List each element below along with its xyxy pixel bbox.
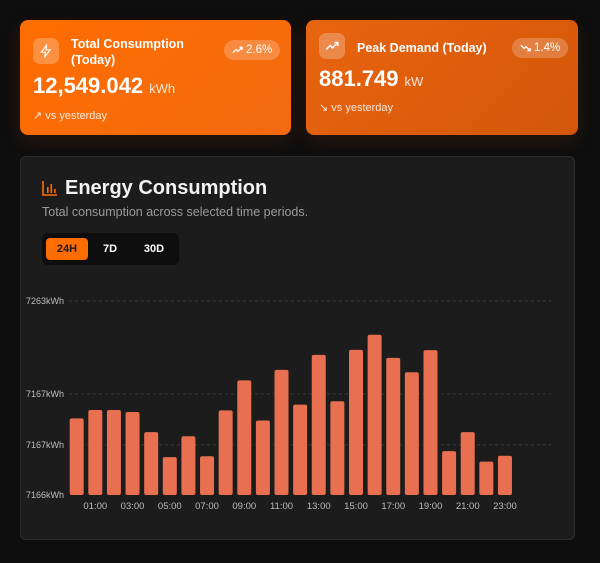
x-tick-label: 03:00 bbox=[121, 501, 145, 512]
x-tick-label: 11:00 bbox=[270, 501, 293, 512]
arrow-down-right-icon: ↘ bbox=[319, 102, 329, 114]
x-tick-label: 19:00 bbox=[419, 501, 443, 512]
x-tick-label: 07:00 bbox=[195, 501, 219, 512]
card-title: Total Consumption (Today) bbox=[71, 37, 184, 67]
range-24h-button[interactable]: 24H bbox=[46, 238, 88, 260]
bar-09:00[interactable] bbox=[237, 380, 252, 495]
range-30d-button[interactable]: 30D bbox=[143, 243, 165, 255]
x-tick-label: 01:00 bbox=[83, 501, 107, 512]
comparison: ↗ vs yesterday bbox=[33, 109, 107, 122]
bar-08:00[interactable] bbox=[218, 410, 233, 495]
badge-value: 1.4% bbox=[534, 42, 561, 54]
bar-21:00[interactable] bbox=[460, 432, 475, 495]
trend-up-icon bbox=[319, 33, 345, 59]
x-tick-label: 17:00 bbox=[381, 501, 405, 512]
bar-15:00[interactable] bbox=[349, 349, 363, 495]
bar-12:00[interactable] bbox=[293, 404, 308, 495]
bar-20:00[interactable] bbox=[442, 451, 457, 495]
bar-13:00[interactable] bbox=[311, 354, 326, 495]
trend-up-icon bbox=[232, 46, 243, 54]
y-tick-label: 7263kWh bbox=[26, 296, 64, 306]
bar-00:00[interactable] bbox=[69, 418, 84, 495]
x-tick-label: 09:00 bbox=[232, 501, 256, 512]
x-tick-label: 15:00 bbox=[344, 501, 368, 512]
card-value: 12,549.042 kWh bbox=[33, 73, 175, 99]
value-unit: kW bbox=[404, 74, 424, 89]
peak-demand-card: Peak Demand (Today) 1.4% 881.749 kW ↘ vs … bbox=[306, 20, 578, 135]
value-unit: kWh bbox=[149, 81, 176, 96]
bar-10:00[interactable] bbox=[255, 420, 270, 495]
value-number: 12,549.042 bbox=[33, 73, 144, 98]
bar-11:00[interactable] bbox=[274, 369, 289, 495]
y-tick-label: 7167kWh bbox=[26, 440, 64, 450]
energy-consumption-panel: Energy Consumption Total consumption acr… bbox=[20, 156, 575, 540]
bar-19:00[interactable] bbox=[423, 350, 438, 495]
bar-18:00[interactable] bbox=[404, 372, 419, 495]
trend-down-icon bbox=[520, 44, 531, 52]
x-tick-label: 23:00 bbox=[493, 501, 517, 512]
y-tick-label: 7167kWh bbox=[26, 389, 64, 399]
panel-title: Energy Consumption bbox=[65, 177, 268, 199]
bar-04:00[interactable] bbox=[144, 432, 159, 495]
comparison-text: vs yesterday bbox=[331, 102, 394, 114]
change-badge: 2.6% bbox=[224, 40, 281, 60]
value-number: 881.749 bbox=[319, 66, 399, 91]
bar-16:00[interactable] bbox=[367, 334, 382, 495]
bar-06:00[interactable] bbox=[181, 436, 196, 495]
x-tick-label: 05:00 bbox=[158, 501, 182, 512]
bar-01:00[interactable] bbox=[88, 410, 103, 495]
comparison-text: vs yesterday bbox=[45, 110, 108, 122]
card-title: Peak Demand (Today) bbox=[357, 41, 487, 55]
panel-subtitle: Total consumption across selected time p… bbox=[42, 205, 309, 219]
bar-02:00[interactable] bbox=[106, 410, 121, 495]
bar-03:00[interactable] bbox=[125, 411, 140, 495]
bar-05:00[interactable] bbox=[162, 457, 177, 495]
x-tick-label: 13:00 bbox=[307, 501, 331, 512]
change-badge: 1.4% bbox=[512, 38, 569, 58]
y-tick-label: 7166kWh bbox=[26, 490, 64, 500]
total-consumption-card: Total Consumption (Today) 2.6% 12,549.04… bbox=[20, 20, 291, 135]
x-tick-label: 21:00 bbox=[456, 501, 480, 512]
card-value: 881.749 kW bbox=[319, 66, 423, 92]
bar-22:00[interactable] bbox=[479, 461, 494, 495]
comparison: ↘ vs yesterday bbox=[319, 101, 393, 114]
bar-07:00[interactable] bbox=[200, 456, 215, 495]
bar-23:00[interactable] bbox=[497, 455, 512, 495]
range-7d-button[interactable]: 7D bbox=[102, 243, 118, 255]
time-range-selector: 24H 7D 30D bbox=[42, 233, 179, 265]
badge-value: 2.6% bbox=[246, 44, 273, 56]
lightning-icon bbox=[33, 38, 59, 64]
bar-chart: 7166kWh 7167kWh 7167kWh 7263kWh 01:00 03:00 05… bbox=[26, 296, 551, 512]
bar-14:00[interactable] bbox=[330, 401, 345, 495]
bar-chart-icon bbox=[42, 181, 57, 196]
bar-17:00[interactable] bbox=[386, 357, 401, 495]
arrow-up-right-icon: ↗ bbox=[33, 110, 43, 122]
